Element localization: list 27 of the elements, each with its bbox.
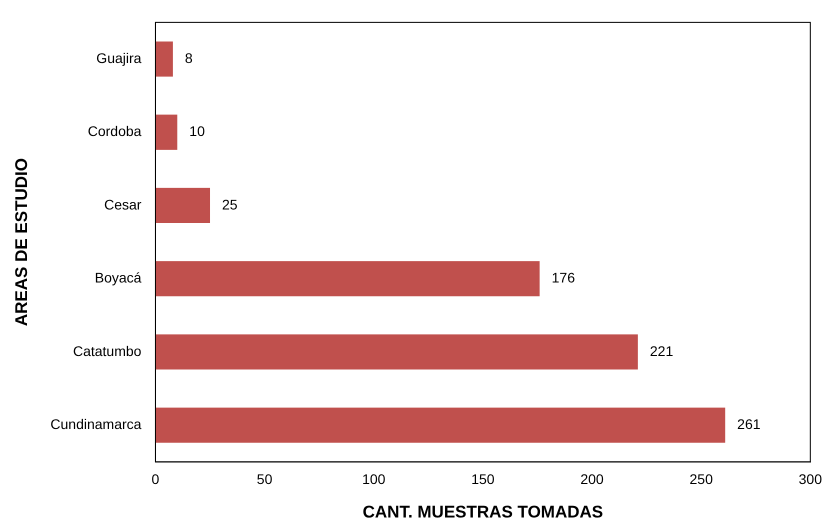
y-tick-label: Catatumbo xyxy=(72,342,142,359)
y-tick-label: Cundinamarca xyxy=(50,416,142,432)
x-tick-label: 300 xyxy=(798,471,822,488)
x-axis-title: CANT. MUESTRAS TOMADAS xyxy=(362,502,604,522)
x-tick-label: 200 xyxy=(580,471,604,488)
x-tick-label: 50 xyxy=(256,471,273,488)
x-tick-label: 250 xyxy=(689,471,714,488)
data-label: 221 xyxy=(650,342,674,359)
bar xyxy=(155,334,638,370)
x-tick-label: 150 xyxy=(471,471,495,488)
bar xyxy=(155,188,210,224)
bar xyxy=(155,261,540,296)
y-tick-label: Cesar xyxy=(104,196,142,212)
y-tick-label: Boyacá xyxy=(94,270,142,286)
bar xyxy=(155,408,726,443)
x-tick-label: 100 xyxy=(362,471,386,488)
data-label: 176 xyxy=(552,270,576,286)
x-tick-label: 0 xyxy=(152,471,160,488)
data-label: 25 xyxy=(222,196,238,212)
bar xyxy=(155,114,178,150)
y-axis-title: AREAS DE ESTUDIO xyxy=(12,158,31,326)
bar xyxy=(155,41,173,77)
data-label: 8 xyxy=(184,50,193,66)
data-label: 261 xyxy=(737,416,761,432)
data-label: 10 xyxy=(189,123,206,140)
y-tick-label: Cordoba xyxy=(88,123,142,140)
y-tick-label: Guajira xyxy=(96,50,142,66)
